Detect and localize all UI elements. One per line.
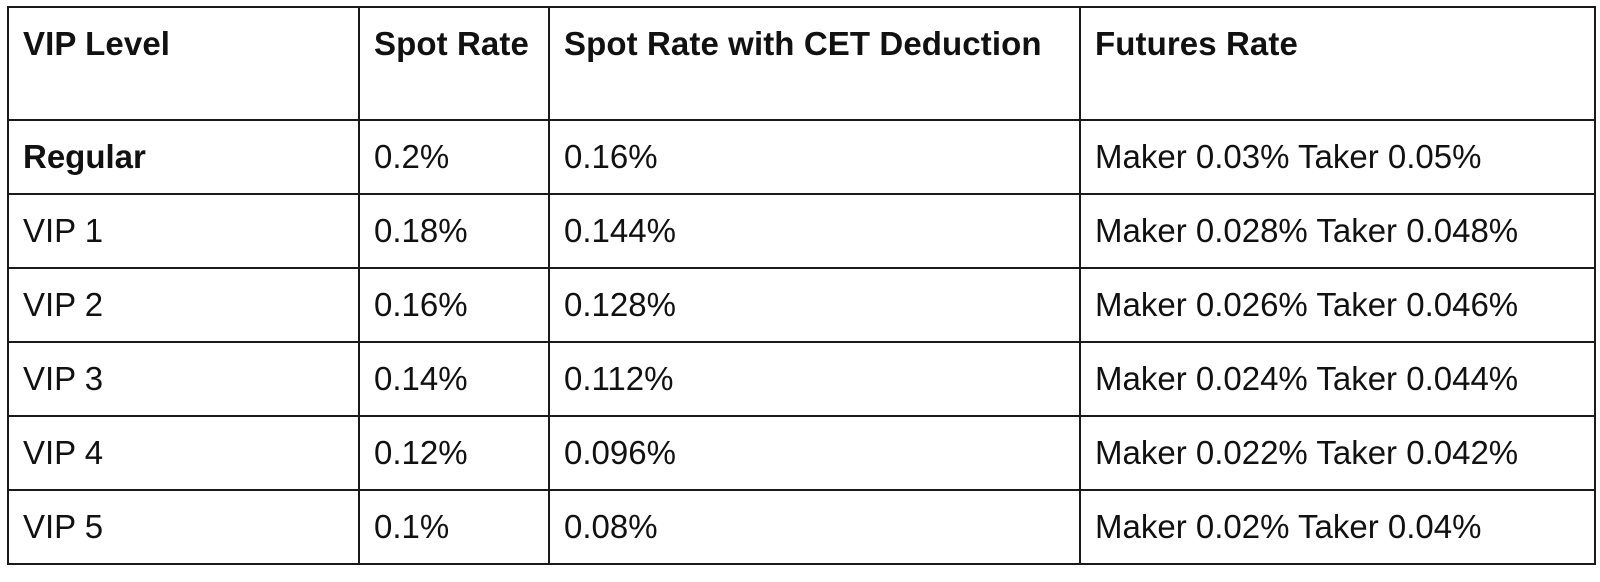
vip-fee-table: VIP Level Spot Rate Spot Rate with CET D… <box>7 6 1596 565</box>
spot-rate-cet-cell: 0.144% <box>548 193 1081 269</box>
futures-rate-cell: Maker 0.028% Taker 0.048% <box>1079 193 1596 269</box>
futures-rate-cell: Maker 0.03% Taker 0.05% <box>1079 119 1596 195</box>
spot-rate-cet-cell: 0.096% <box>548 415 1081 491</box>
futures-rate-cell: Maker 0.02% Taker 0.04% <box>1079 489 1596 565</box>
header-row: VIP Level Spot Rate Spot Rate with CET D… <box>7 6 1596 121</box>
spot-rate-cell: 0.2% <box>358 119 550 195</box>
vip-level-cell: VIP 5 <box>7 489 360 565</box>
header-vip-level: VIP Level <box>7 6 360 121</box>
spot-rate-cell: 0.16% <box>358 267 550 343</box>
spot-rate-cell: 0.18% <box>358 193 550 269</box>
spot-rate-cet-cell: 0.128% <box>548 267 1081 343</box>
header-spot-rate: Spot Rate <box>358 6 550 121</box>
table-row: VIP 3 0.14% 0.112% Maker 0.024% Taker 0.… <box>7 341 1596 417</box>
spot-rate-cet-cell: 0.16% <box>548 119 1081 195</box>
table-row: VIP 1 0.18% 0.144% Maker 0.028% Taker 0.… <box>7 193 1596 269</box>
futures-rate-cell: Maker 0.022% Taker 0.042% <box>1079 415 1596 491</box>
futures-rate-cell: Maker 0.026% Taker 0.046% <box>1079 267 1596 343</box>
spot-rate-cet-cell: 0.112% <box>548 341 1081 417</box>
vip-level-cell: Regular <box>7 119 360 195</box>
vip-level-cell: VIP 2 <box>7 267 360 343</box>
table-row: VIP 4 0.12% 0.096% Maker 0.022% Taker 0.… <box>7 415 1596 491</box>
vip-level-cell: VIP 4 <box>7 415 360 491</box>
vip-level-cell: VIP 3 <box>7 341 360 417</box>
futures-rate-cell: Maker 0.024% Taker 0.044% <box>1079 341 1596 417</box>
spot-rate-cell: 0.12% <box>358 415 550 491</box>
spot-rate-cell: 0.14% <box>358 341 550 417</box>
header-futures-rate: Futures Rate <box>1079 6 1596 121</box>
table-row: VIP 2 0.16% 0.128% Maker 0.026% Taker 0.… <box>7 267 1596 343</box>
spot-rate-cet-cell: 0.08% <box>548 489 1081 565</box>
table-row: Regular 0.2% 0.16% Maker 0.03% Taker 0.0… <box>7 119 1596 195</box>
table-row: VIP 5 0.1% 0.08% Maker 0.02% Taker 0.04% <box>7 489 1596 565</box>
spot-rate-cell: 0.1% <box>358 489 550 565</box>
header-spot-rate-cet: Spot Rate with CET Deduction <box>548 6 1081 121</box>
vip-level-cell: VIP 1 <box>7 193 360 269</box>
